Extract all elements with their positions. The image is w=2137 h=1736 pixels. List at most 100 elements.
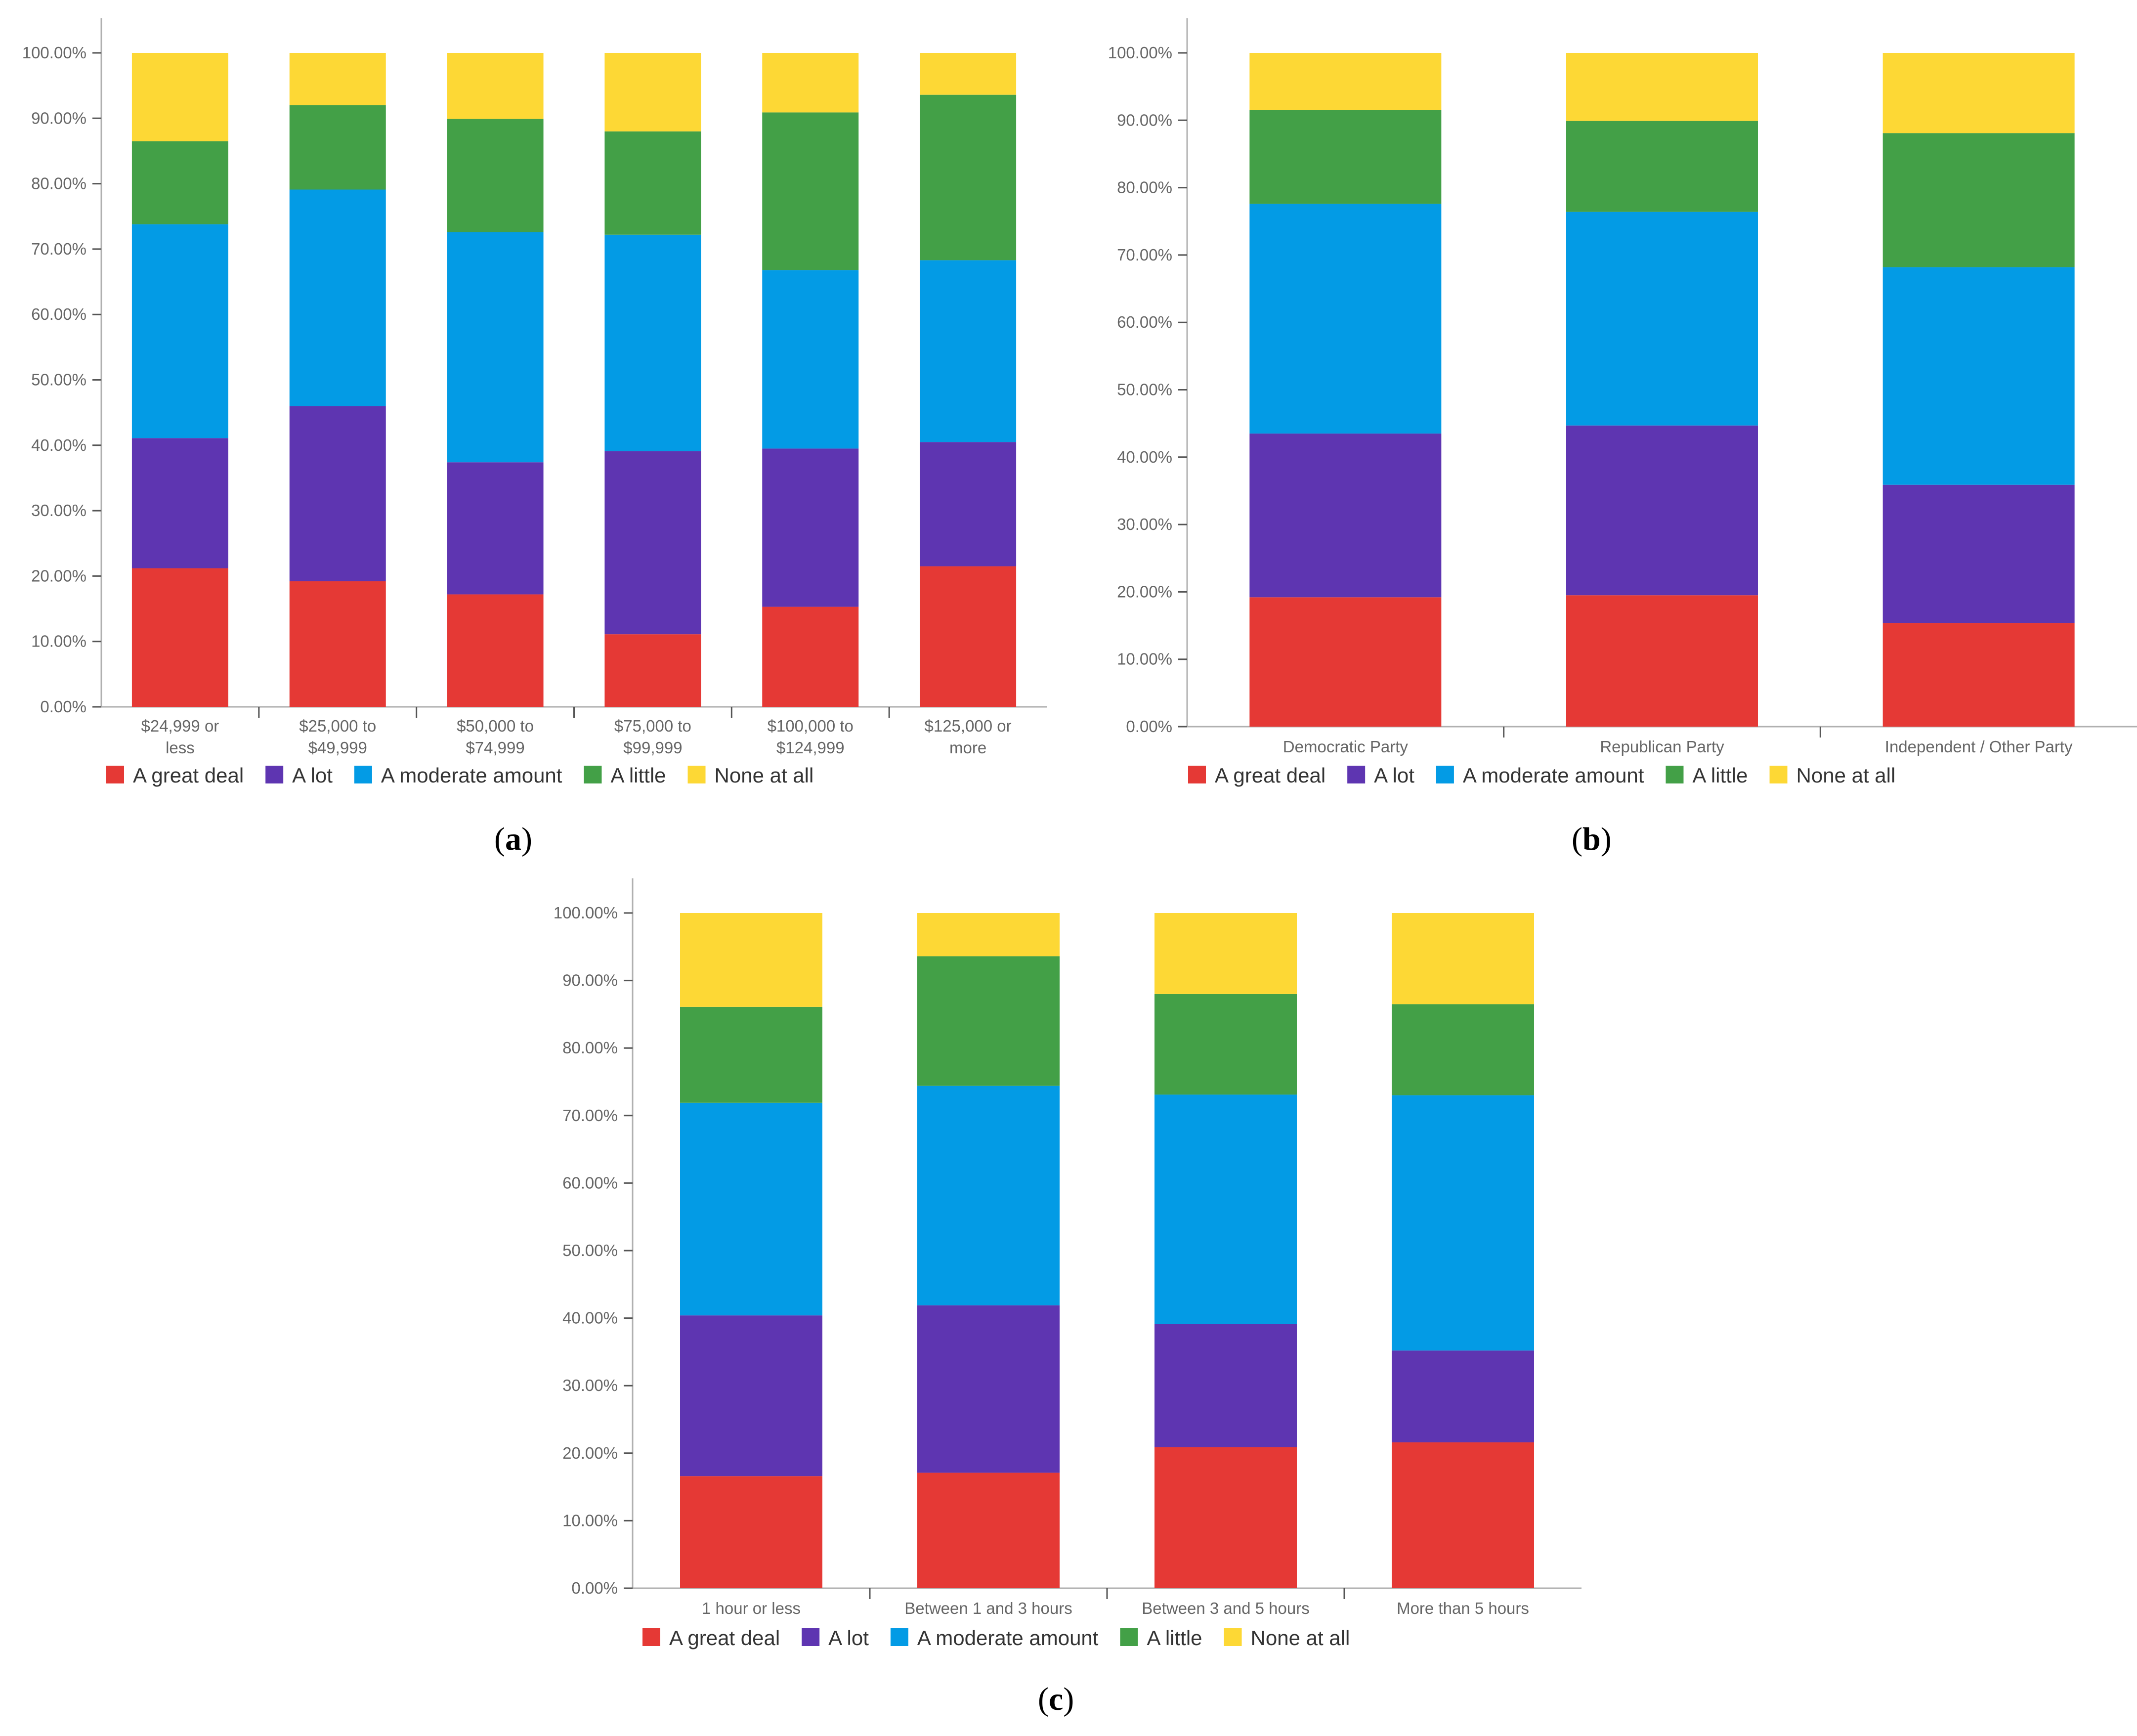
bar-segment-a-lot (680, 1315, 822, 1476)
x-tick-label: Between 3 and 5 hours (1142, 1599, 1309, 1617)
legend-swatch-a-great-deal (1188, 766, 1206, 783)
panel-label-a: (a) (494, 821, 532, 857)
y-tick-label: 60.00% (1117, 313, 1172, 331)
bar-segment-a-lot (1392, 1350, 1534, 1442)
bar-segment-none-at-all (1249, 53, 1442, 110)
y-tick-label: 20.00% (562, 1444, 618, 1462)
bar-segment-a-moderate-amount (447, 232, 544, 463)
y-tick-label: 0.00% (40, 697, 86, 716)
legend-swatch-a-moderate-amount (1436, 766, 1454, 783)
x-tick-label: $100,000 to (768, 717, 854, 735)
y-tick-label: 100.00% (1108, 43, 1172, 62)
bar-segment-none-at-all (680, 913, 822, 1007)
bar-segment-none-at-all (447, 53, 544, 119)
bar-segment-none-at-all (920, 53, 1017, 95)
legend-label-a-little: A little (1147, 1626, 1202, 1649)
y-tick-label: 90.00% (31, 109, 86, 127)
x-tick-label: 1 hour or less (702, 1599, 801, 1617)
y-tick-label: 50.00% (31, 371, 86, 389)
panel-label-c: (c) (1038, 1681, 1074, 1717)
legend-swatch-a-lot (1347, 766, 1366, 783)
stacked-bar-chart-b: 0.00% 10.00% 20.00% 30.00% 40.00% 50.00% 60.00… (1108, 18, 2137, 787)
y-tick-label: 10.00% (1117, 650, 1172, 668)
legend-label-a-lot: A lot (292, 764, 333, 787)
stacked-bar-chart-c: 0.00% 10.00% 20.00% 30.00% 40.00% 50.00% 60.00… (554, 878, 1581, 1649)
bar-segment-a-moderate-amount (1392, 1095, 1534, 1351)
x-tick-label: $124,999 (776, 738, 845, 757)
bar-segment-a-lot (1882, 484, 2075, 623)
legend-label-a-little: A little (610, 764, 666, 787)
legend-swatch-a-moderate-amount (354, 766, 372, 783)
x-tick-label: $49,999 (308, 738, 367, 757)
bar-segment-a-little (920, 94, 1017, 260)
chart-panel-c: 0.00% 10.00% 20.00% 30.00% 40.00% 50.00% 60.00… (524, 870, 1611, 1661)
bar-segment-a-moderate-amount (917, 1085, 1060, 1305)
y-tick-label: 30.00% (31, 501, 86, 520)
x-tick-label: $24,999 or (141, 717, 219, 735)
legend-label-none-at-all: None at all (1251, 1626, 1350, 1649)
y-tick-label: 0.00% (1126, 717, 1172, 736)
y-tick-label: 90.00% (1117, 111, 1172, 129)
x-tick-label: Democratic Party (1283, 738, 1409, 756)
y-tick-label: 80.00% (562, 1039, 618, 1057)
legend-label-a-moderate-amount: A moderate amount (1463, 764, 1644, 787)
x-tick-label: more (949, 738, 986, 757)
bar-segment-a-moderate-amount (680, 1102, 822, 1316)
legend-label-a-lot: A lot (828, 1626, 869, 1649)
stacked-bar-chart-a: 0.00% 10.00% 20.00% 30.00% 40.00% 50.00% 60.00… (22, 18, 1047, 787)
legend-swatch-a-lot (802, 1628, 820, 1646)
bar-segment-none-at-all (1882, 53, 2075, 133)
legend-label-a-moderate-amount: A moderate amount (917, 1626, 1099, 1649)
y-tick-label: 30.00% (1117, 515, 1172, 533)
legend-label-none-at-all: None at all (1796, 764, 1896, 787)
bar-segment-a-little (604, 131, 701, 235)
x-tick-label: $74,999 (466, 738, 524, 757)
y-tick-label: 90.00% (562, 971, 618, 990)
bar-segment-a-great-deal (131, 568, 228, 707)
y-tick-label: 100.00% (554, 904, 618, 922)
bar-segment-a-moderate-amount (604, 234, 701, 451)
y-tick-label: 30.00% (562, 1376, 618, 1394)
y-tick-label: 40.00% (1117, 448, 1172, 466)
y-tick-label: 70.00% (1117, 246, 1172, 264)
bar-segment-a-little (1566, 121, 1758, 212)
x-tick-label: Republican Party (1600, 738, 1724, 756)
bar-segment-a-little (1882, 133, 2075, 267)
bar-segment-a-moderate-amount (1882, 267, 2075, 485)
legend-swatch-a-great-deal (642, 1628, 660, 1646)
bar-segment-a-moderate-amount (1154, 1094, 1297, 1324)
panel-label-b: (b) (1572, 821, 1612, 857)
x-tick-label: Independent / Other Party (1885, 738, 2073, 756)
bar-segment-a-moderate-amount (131, 224, 228, 438)
bar-segment-a-little (1392, 1004, 1534, 1095)
bar-segment-none-at-all (1154, 913, 1297, 994)
legend-swatch-none-at-all (1224, 1628, 1242, 1646)
bar-segment-a-little (289, 105, 386, 190)
y-tick-label: 60.00% (31, 305, 86, 323)
bar-segment-none-at-all (917, 913, 1060, 956)
chart-panel-a: 0.00% 10.00% 20.00% 30.00% 40.00% 50.00% 60.00… (0, 0, 1068, 791)
legend-label-a-great-deal: A great deal (669, 1626, 780, 1649)
bar-segment-a-little (131, 141, 228, 224)
bar-segment-a-lot (1249, 434, 1442, 598)
bar-segment-a-lot (762, 448, 859, 607)
bar-segment-a-lot (131, 438, 228, 568)
x-tick-label: less (166, 738, 195, 757)
bar-segment-a-moderate-amount (762, 270, 859, 449)
bar-segment-a-little (1154, 994, 1297, 1095)
bar-segment-a-lot (604, 451, 701, 635)
bar-segment-none-at-all (604, 53, 701, 131)
y-tick-label: 20.00% (31, 566, 86, 585)
legend-swatch-a-lot (265, 766, 284, 783)
legend-swatch-none-at-all (1769, 766, 1788, 783)
bar-segment-none-at-all (131, 53, 228, 141)
bar-segment-a-great-deal (680, 1476, 822, 1588)
bar-segment-a-lot (920, 442, 1017, 566)
bar-segment-none-at-all (762, 53, 859, 113)
legend-label-a-great-deal: A great deal (133, 764, 244, 787)
bar-segment-a-great-deal (604, 634, 701, 707)
x-tick-label: $99,999 (623, 738, 682, 757)
y-tick-label: 100.00% (22, 43, 86, 62)
chart-panel-b: 0.00% 10.00% 20.00% 30.00% 40.00% 50.00% 60.00… (1069, 0, 2137, 791)
legend-label-a-moderate-amount: A moderate amount (381, 764, 562, 787)
